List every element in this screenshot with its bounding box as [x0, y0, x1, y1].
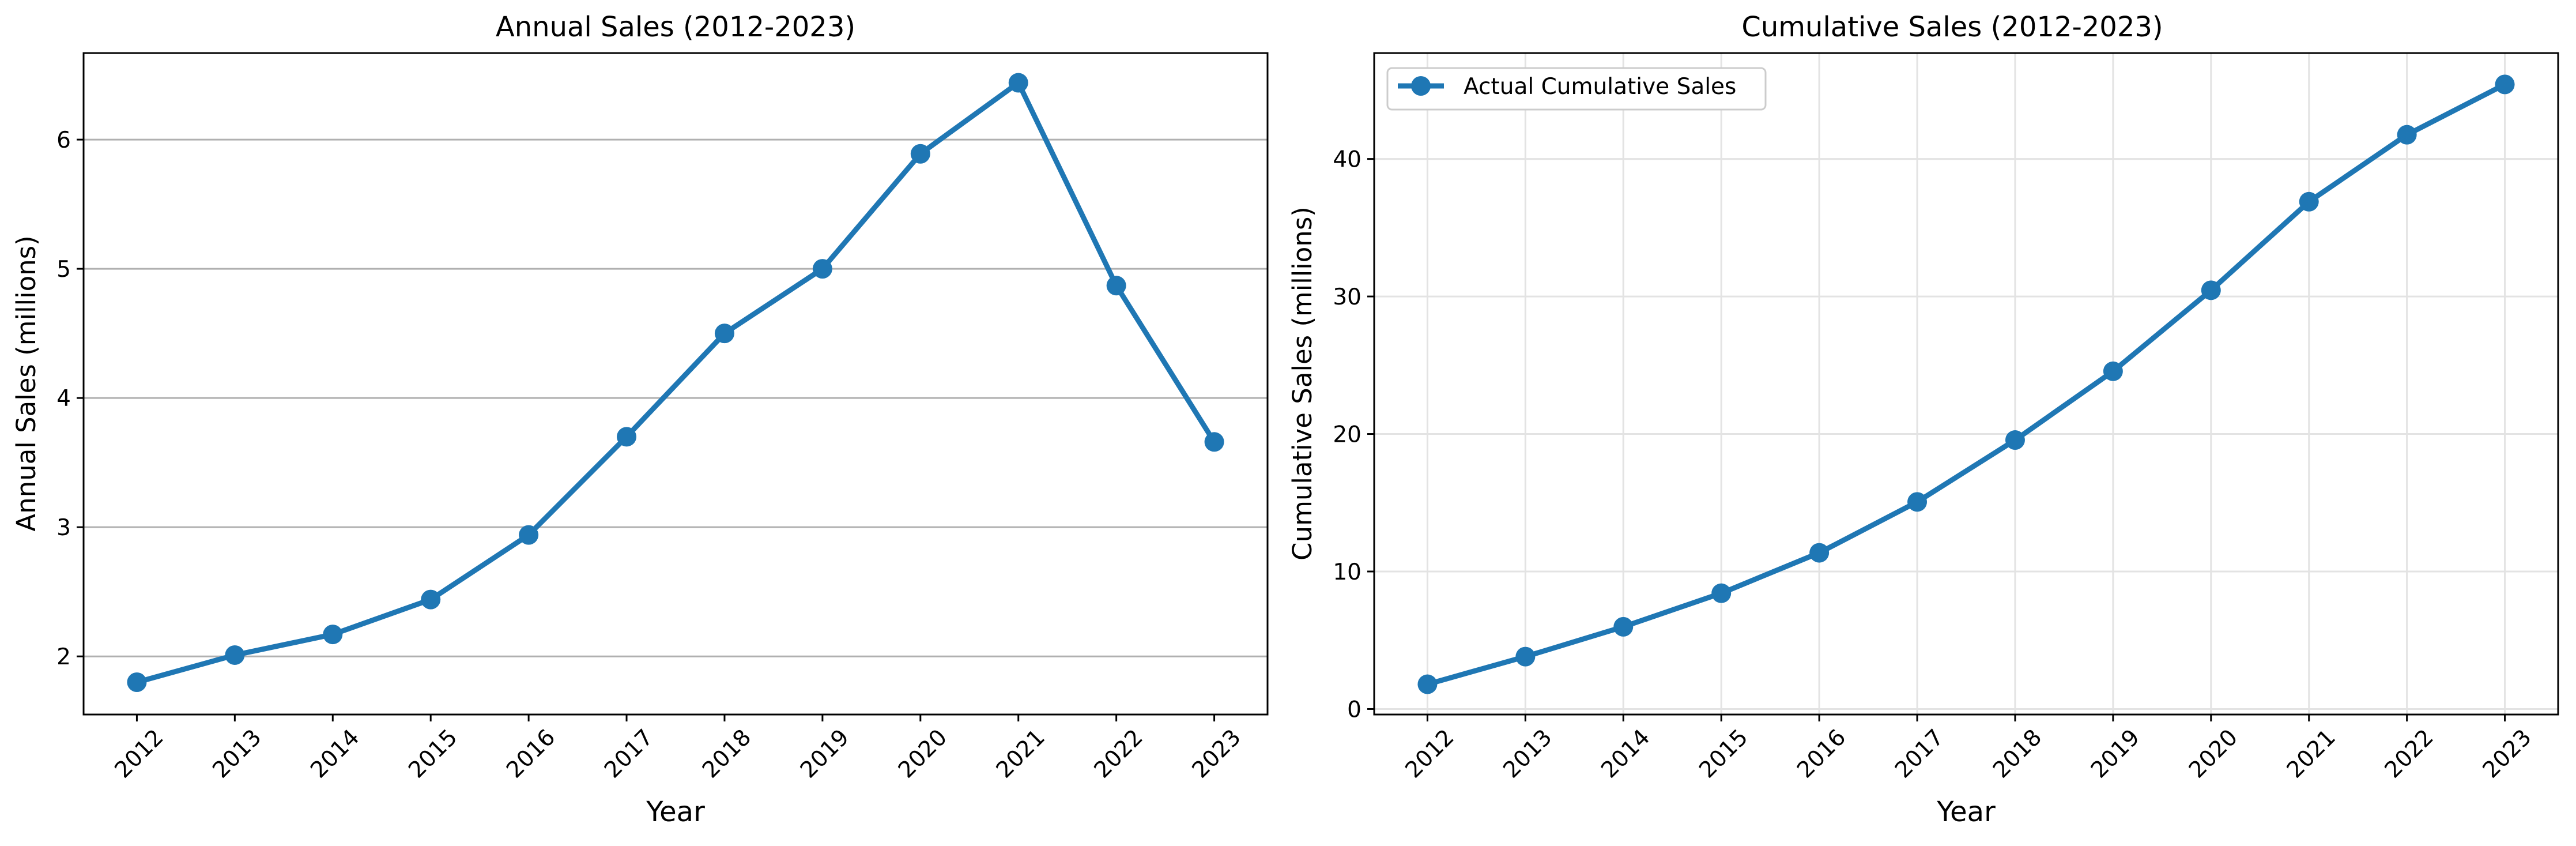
data-point [2495, 74, 2515, 95]
y-tick-label: 30 [1333, 284, 1361, 310]
y-tick-label: 0 [1347, 697, 1361, 723]
data-point [1613, 616, 1634, 637]
plot-area-frame [82, 52, 1269, 716]
x-axis-label: Year [1936, 796, 1996, 828]
data-point [1204, 432, 1224, 452]
series-layer [1417, 74, 2515, 694]
data-point [1417, 674, 1438, 694]
legend: Actual Cumulative Sales [1386, 67, 1767, 111]
data-point [225, 645, 245, 665]
data-point [2397, 125, 2417, 145]
y-tick-label: 5 [56, 257, 71, 283]
legend-label: Actual Cumulative Sales [1464, 74, 1736, 100]
y-axis-label: Annual Sales (millions) [11, 235, 42, 531]
x-axis-label: Year [646, 796, 705, 828]
chart-title: Cumulative Sales (2012-2023) [1741, 11, 2163, 43]
chart-title: Annual Sales (2012-2023) [496, 11, 855, 43]
data-point [127, 672, 147, 692]
legend-marker-swatch [1411, 76, 1431, 96]
data-point [910, 144, 930, 164]
data-point [2299, 191, 2319, 212]
data-point [617, 427, 637, 447]
legend-box [1386, 67, 1767, 111]
data-point [323, 625, 343, 645]
series-line [1424, 81, 2508, 687]
y-tick-label: 2 [56, 644, 71, 670]
plot-area-frame [1373, 52, 2559, 716]
data-point [421, 589, 441, 610]
y-tick-label: 6 [56, 127, 71, 153]
data-point [714, 324, 734, 344]
data-point [1809, 543, 1830, 563]
grid-lines [1374, 53, 2558, 715]
y-tick-label: 4 [56, 386, 71, 412]
data-point [2103, 361, 2123, 381]
data-point [2201, 280, 2221, 300]
data-point [2005, 430, 2025, 450]
y-tick-label: 40 [1333, 147, 1361, 173]
series-layer [127, 73, 1224, 692]
y-axis-ticks: 2 3 4 5 6 [56, 127, 84, 670]
y-axis-ticks: 0 10 20 30 40 [1333, 147, 1374, 723]
grid-lines [84, 138, 1268, 657]
y-tick-label: 3 [56, 515, 71, 541]
data-point [1907, 492, 1928, 512]
data-point [812, 259, 832, 279]
y-tick-label: 10 [1333, 559, 1361, 585]
data-point [1711, 583, 1732, 603]
data-point [1106, 276, 1126, 296]
series-line [134, 80, 1217, 685]
y-tick-label: 20 [1333, 422, 1361, 448]
data-point [519, 525, 539, 545]
y-axis-label: Cumulative Sales (millions) [1287, 206, 1318, 561]
data-point [1515, 646, 1536, 667]
data-point [1008, 73, 1028, 93]
